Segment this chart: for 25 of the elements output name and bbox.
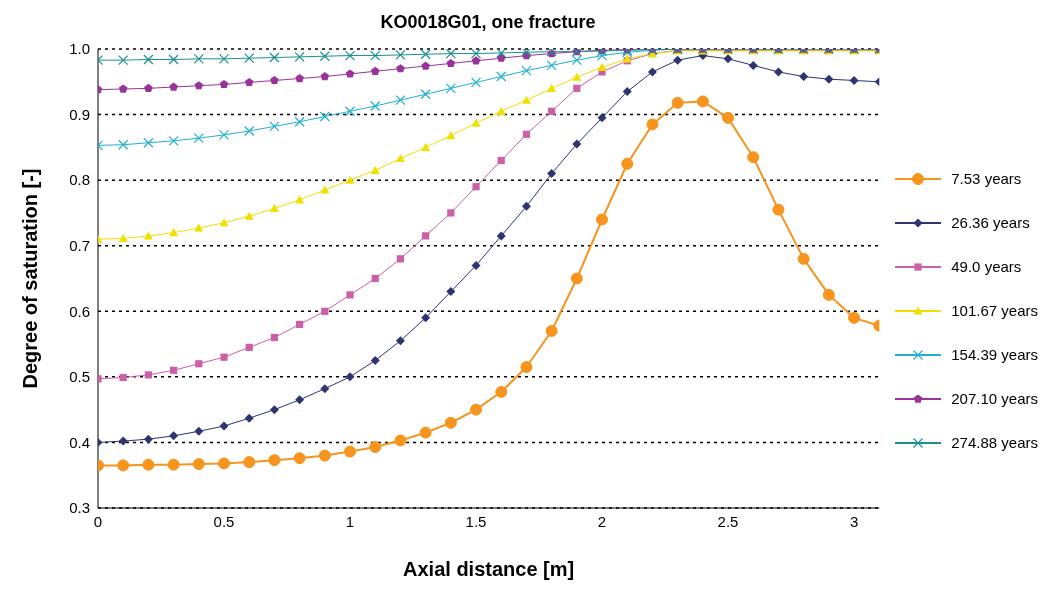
legend-label: 274.88 years [951,434,1038,451]
legend-label: 154.39 years [951,346,1038,363]
x-tick-label: 3 [849,512,859,530]
y-tick-label: 0.4 [69,433,90,451]
y-tick-label: 1.0 [69,40,90,58]
x-tick-label: 1 [345,512,355,530]
legend-label: 101.67 years [951,302,1038,319]
x-tick-label: 1.5 [465,512,487,530]
chart-title: KO0018G01, one fracture [379,11,597,33]
y-tick-label: 0.7 [69,237,90,255]
legend-label: 26.36 years [951,214,1030,231]
x-tick-label: 0 [93,512,103,530]
y-tick-label: 0.6 [69,302,90,320]
y-tick-label: 0.8 [69,171,90,189]
x-tick-label: 0.5 [213,512,235,530]
y-axis-title: Degree of saturation [-] [19,168,42,389]
x-axis-title: Axial distance [m] [403,558,575,580]
x-tick-label: 2.5 [717,512,739,530]
legend-label: 49.0 years [951,258,1022,275]
x-tick-label: 2 [597,512,607,530]
y-tick-label: 0.3 [69,499,90,517]
legend-label: 7.53 years [951,170,1022,187]
y-tick-label: 0.5 [69,368,90,386]
legend-label: 207.10 years [951,390,1038,407]
y-tick-label: 0.9 [69,105,90,123]
